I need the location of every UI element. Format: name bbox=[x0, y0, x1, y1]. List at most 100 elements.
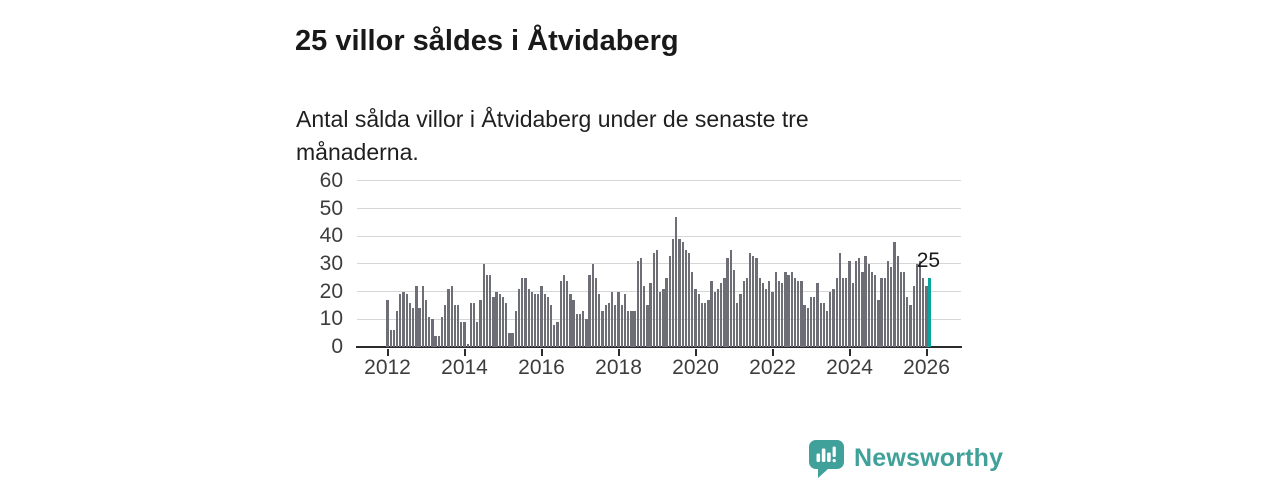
bar bbox=[421, 286, 424, 347]
bar bbox=[630, 311, 633, 347]
bar bbox=[829, 291, 832, 347]
x-axis-tick bbox=[925, 349, 928, 356]
bar bbox=[575, 313, 578, 347]
x-axis-tick-label: 2016 bbox=[518, 356, 565, 379]
bar bbox=[479, 299, 482, 347]
bar bbox=[524, 277, 527, 347]
bar bbox=[472, 302, 476, 347]
bar bbox=[912, 286, 915, 347]
bar bbox=[428, 316, 431, 347]
bar bbox=[668, 255, 671, 347]
bar bbox=[601, 311, 604, 347]
bar bbox=[803, 305, 806, 347]
bar bbox=[559, 280, 562, 347]
bar bbox=[562, 275, 566, 347]
bar bbox=[588, 275, 591, 347]
bar bbox=[540, 286, 543, 347]
bar bbox=[800, 280, 803, 347]
chart-title: 25 villor såldes i Åtvidaberg bbox=[295, 25, 679, 58]
bar bbox=[389, 330, 392, 347]
x-axis-tick bbox=[463, 349, 466, 356]
bar bbox=[915, 263, 919, 347]
y-axis-tick-label: 10 bbox=[319, 307, 343, 331]
bar bbox=[572, 299, 575, 347]
bar bbox=[835, 277, 838, 347]
bar bbox=[415, 286, 418, 347]
bar bbox=[697, 294, 700, 347]
x-axis-tick bbox=[540, 349, 543, 356]
x-axis-tick-label: 2026 bbox=[903, 356, 950, 379]
bar bbox=[867, 263, 870, 347]
bar bbox=[678, 239, 681, 347]
bar bbox=[386, 299, 389, 347]
bar bbox=[845, 277, 848, 347]
bar bbox=[752, 255, 755, 347]
bar bbox=[405, 294, 408, 347]
bar bbox=[816, 283, 819, 347]
y-axis-tick-label: 30 bbox=[319, 251, 343, 275]
bar bbox=[886, 261, 890, 347]
bar bbox=[553, 324, 556, 347]
x-axis-tick-label: 2024 bbox=[826, 356, 873, 379]
bar bbox=[790, 272, 793, 347]
bar bbox=[482, 263, 485, 347]
bar bbox=[434, 335, 437, 347]
bar bbox=[906, 297, 909, 347]
bar bbox=[604, 305, 607, 347]
bar bbox=[764, 288, 768, 347]
x-axis-tick-label: 2014 bbox=[441, 356, 488, 379]
bar bbox=[591, 263, 594, 347]
bar bbox=[501, 297, 505, 347]
bar bbox=[736, 302, 739, 347]
bar bbox=[566, 280, 569, 347]
bar bbox=[870, 272, 874, 347]
bar bbox=[806, 308, 809, 347]
x-axis-tick-label: 2018 bbox=[595, 356, 642, 379]
bar bbox=[896, 255, 899, 347]
bar bbox=[922, 277, 925, 347]
bar bbox=[492, 297, 495, 347]
bar bbox=[505, 302, 508, 347]
bar bbox=[498, 294, 501, 347]
bar bbox=[671, 239, 675, 347]
bar bbox=[633, 311, 636, 347]
x-axis-tick bbox=[617, 349, 620, 356]
bar bbox=[918, 261, 922, 347]
bar bbox=[456, 305, 460, 347]
bar bbox=[569, 294, 572, 347]
bar bbox=[607, 302, 611, 347]
bar bbox=[864, 255, 867, 347]
bar bbox=[508, 333, 511, 347]
bar bbox=[755, 258, 758, 347]
grid-line bbox=[357, 208, 961, 210]
bar bbox=[418, 308, 421, 347]
bar bbox=[412, 308, 415, 347]
bar bbox=[774, 272, 777, 347]
bar bbox=[392, 330, 396, 347]
bar bbox=[511, 333, 514, 347]
grid-line bbox=[357, 318, 961, 320]
bar bbox=[431, 319, 434, 347]
bar bbox=[460, 322, 463, 347]
bar bbox=[646, 305, 649, 347]
bar bbox=[527, 288, 530, 347]
bar bbox=[495, 291, 498, 347]
bar bbox=[546, 297, 550, 347]
bar bbox=[594, 277, 598, 347]
newsworthy-brand-name: Newsworthy bbox=[854, 444, 1004, 472]
bar bbox=[453, 305, 457, 347]
bar bbox=[713, 291, 716, 347]
bar bbox=[880, 277, 883, 347]
bar bbox=[822, 302, 826, 347]
bar bbox=[851, 283, 854, 347]
bar bbox=[723, 277, 726, 347]
bar bbox=[877, 299, 880, 347]
bar bbox=[704, 302, 707, 347]
grid-line bbox=[357, 263, 961, 265]
bar bbox=[687, 252, 691, 347]
bar bbox=[537, 294, 540, 347]
newsworthy-logo: Newsworthy bbox=[808, 439, 1003, 478]
x-axis-tick bbox=[848, 349, 851, 356]
bar bbox=[784, 272, 787, 347]
